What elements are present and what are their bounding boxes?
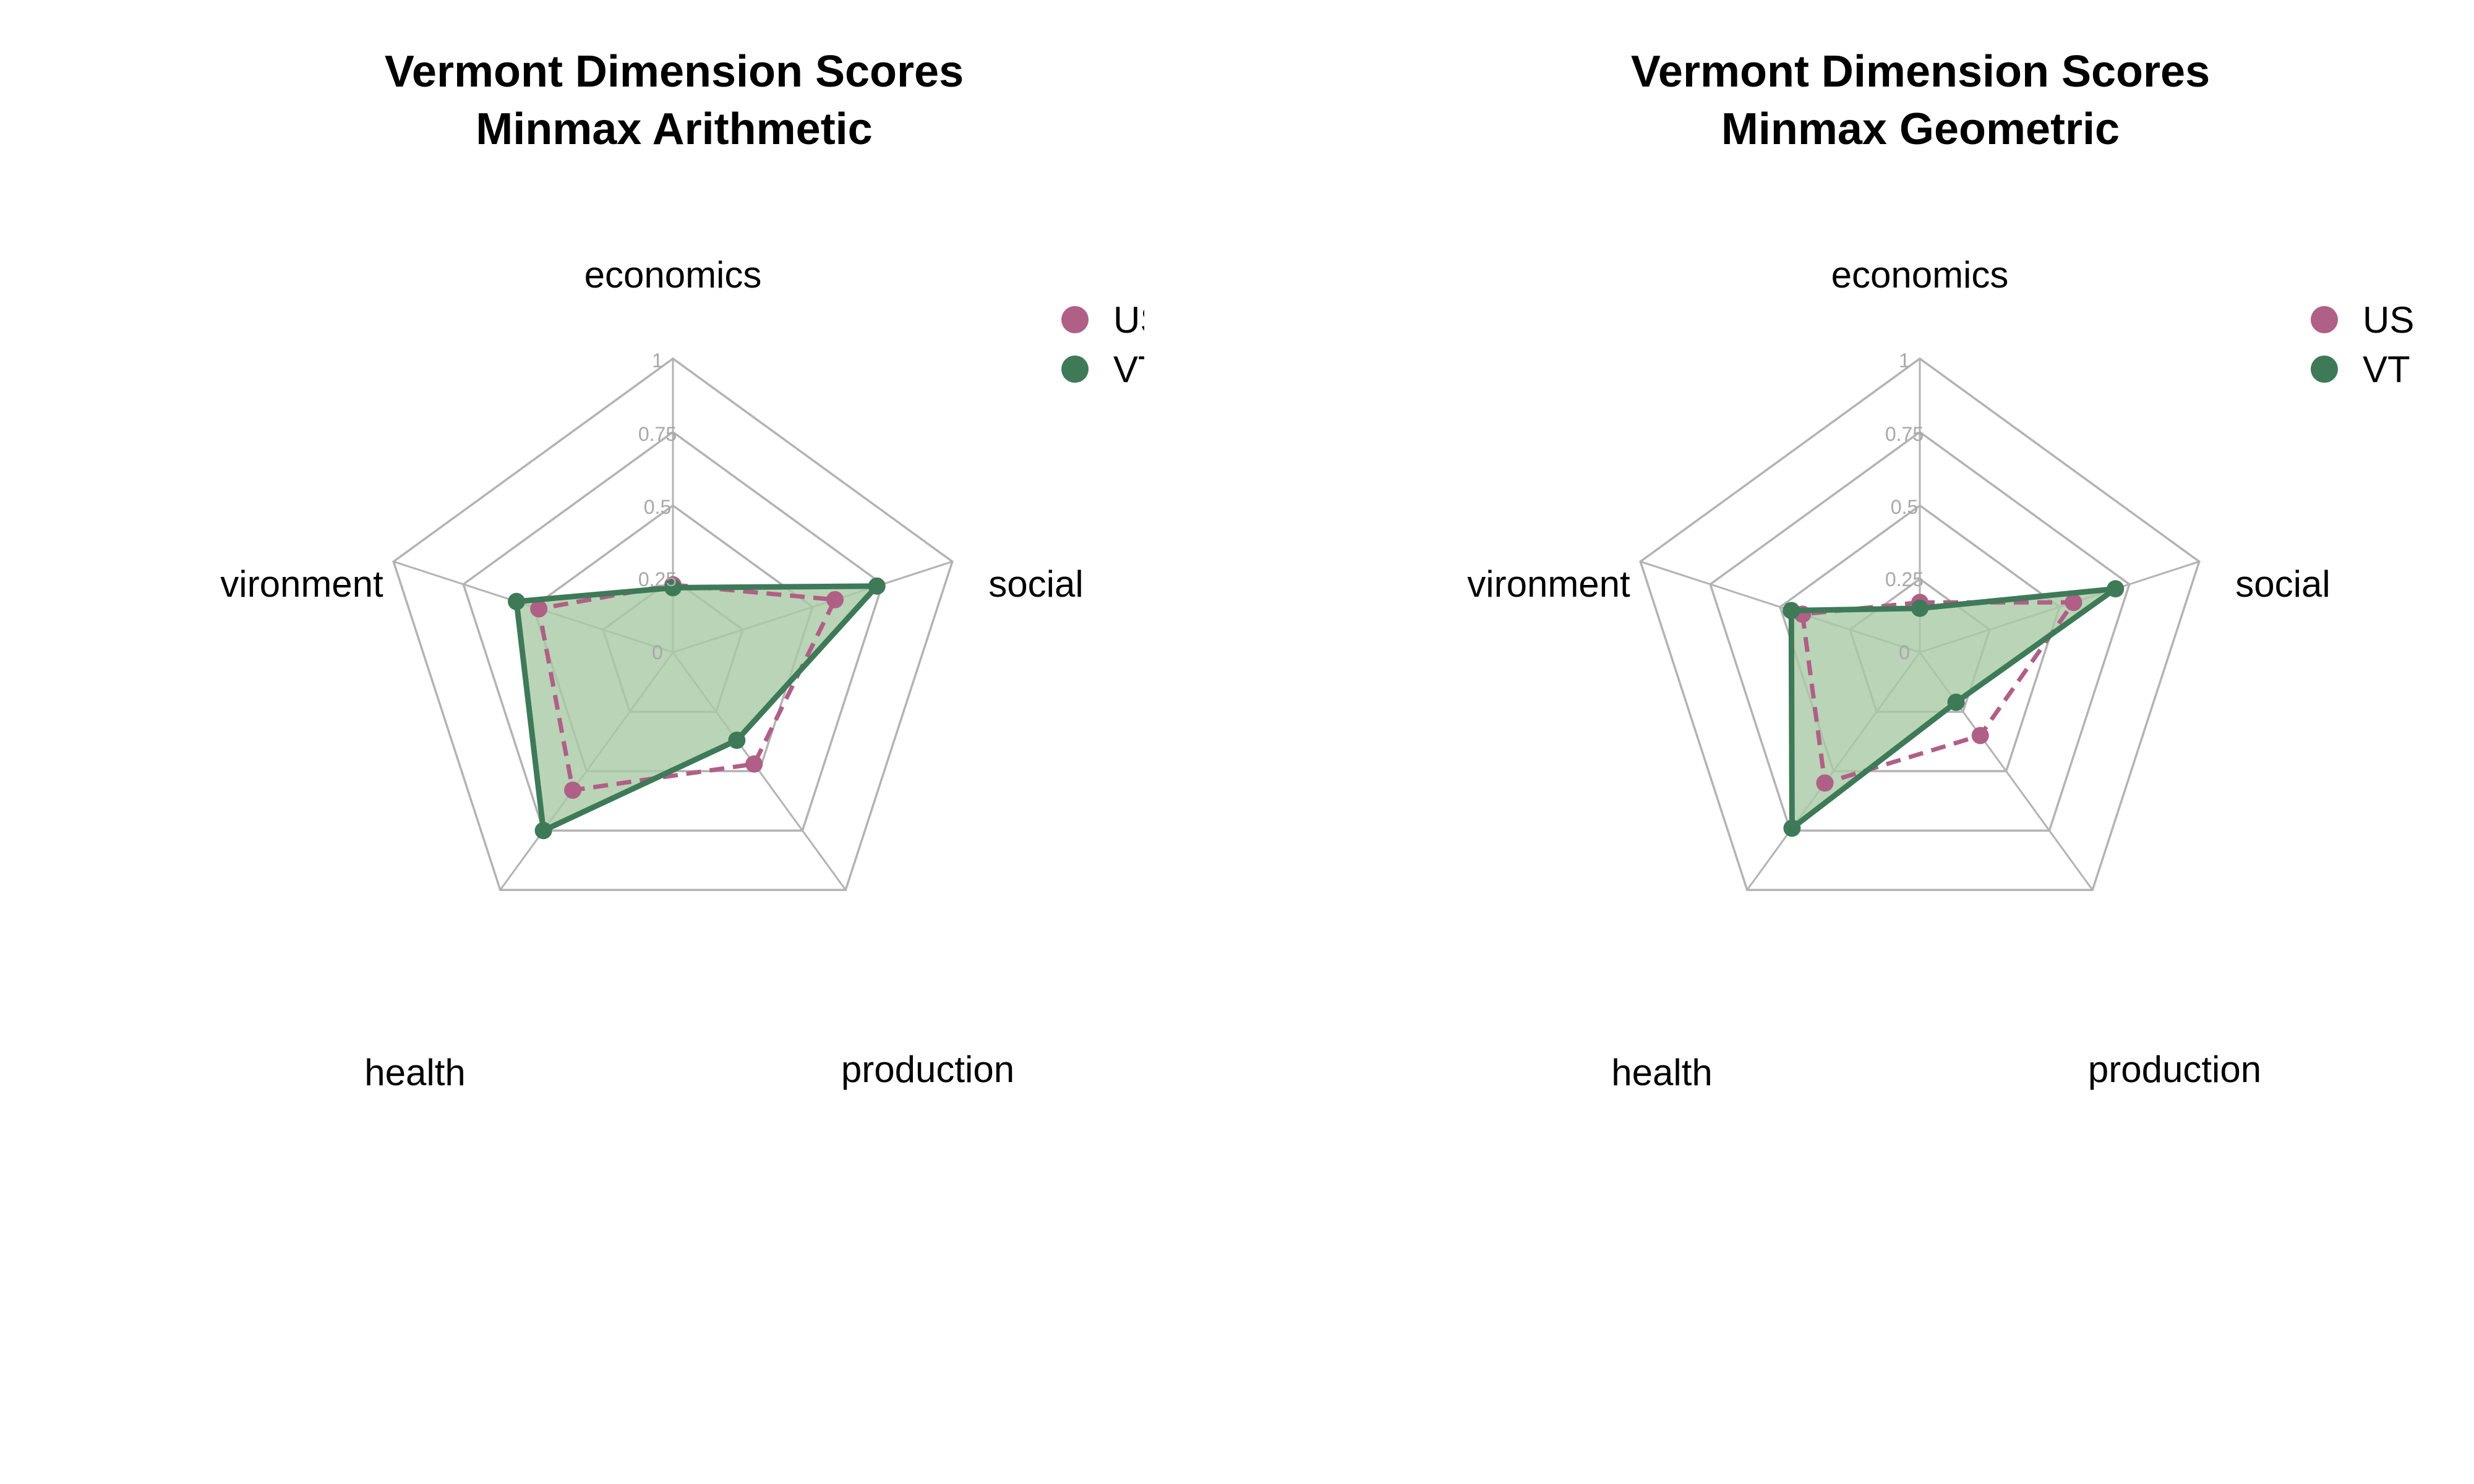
radar-plot-area: 0 0.25 0.5 0.75 1 economics social production he… xyxy=(220,254,1165,1093)
point-vt-economics xyxy=(1911,599,1928,617)
point-vt-social xyxy=(2107,580,2125,598)
tick-label: 0 xyxy=(1899,641,1910,663)
grid-ring-3 xyxy=(462,430,884,832)
legend: US VT xyxy=(1061,299,1165,390)
point-us-social xyxy=(2065,594,2082,612)
chart-title: Vermont Dimension Scores xyxy=(385,47,964,96)
legend-key-us xyxy=(1061,306,1089,333)
legend-label-us: US xyxy=(2363,299,2414,341)
tick-label: 0 xyxy=(652,641,663,663)
tick-label: 0.25 xyxy=(1885,568,1924,591)
axis-label-production: production xyxy=(2088,1049,2261,1090)
point-us-environment xyxy=(530,600,548,618)
radar-plot-area: 0 0.25 0.5 0.75 1 economics social production he… xyxy=(1467,254,2414,1093)
point-us-production xyxy=(745,755,763,773)
chart-subtitle: Minmax Geometric xyxy=(1721,104,2120,154)
axis-label-environment: vironment xyxy=(1467,563,1630,605)
axis-label-social: social xyxy=(988,563,1083,605)
chart-subtitle: Minmax Arithmetic xyxy=(476,104,872,154)
point-vt-environment xyxy=(508,592,526,610)
series-area-vt xyxy=(516,586,877,831)
chart-title: Vermont Dimension Scores xyxy=(1631,47,2210,96)
series-line-vt xyxy=(513,583,880,834)
legend-key-vt xyxy=(2311,356,2338,383)
grid-ring-3 xyxy=(1709,430,2131,832)
radar-chart-arithmetic: Vermont Dimension Scores Minmax Arithmet… xyxy=(220,47,1165,1093)
point-vt-production xyxy=(1947,693,1965,711)
axis-label-health: health xyxy=(1611,1052,1712,1093)
axis-label-economics: economics xyxy=(1831,254,2009,296)
series-line-vt xyxy=(1788,586,2118,831)
tick-label: 0.25 xyxy=(638,568,677,591)
point-us-health xyxy=(1816,774,1834,792)
axis-label-production: production xyxy=(841,1049,1014,1090)
legend: US VT xyxy=(2311,299,2414,390)
grid-ring-4 xyxy=(1639,357,2201,892)
axis-label-social: social xyxy=(2235,563,2330,605)
point-vt-economics xyxy=(664,579,682,597)
series-area-vt xyxy=(1791,589,2116,829)
tick-label: 1 xyxy=(1899,349,1910,372)
point-vt-environment xyxy=(1783,602,1800,620)
axis-label-health: health xyxy=(364,1052,465,1093)
legend-key-vt xyxy=(1061,356,1089,383)
point-vt-health xyxy=(534,822,552,840)
legend-label-vt: VT xyxy=(2363,349,2410,390)
point-vt-health xyxy=(1783,819,1801,837)
legend-key-us xyxy=(2311,306,2338,333)
radar-chart-geometric: Vermont Dimension Scores Minmax Geometri… xyxy=(1467,47,2414,1093)
grid-ring-4 xyxy=(392,357,954,892)
tick-label: 0.75 xyxy=(638,423,677,445)
point-us-health xyxy=(564,781,582,799)
tick-label: 0.5 xyxy=(1891,496,1918,518)
point-us-social xyxy=(826,591,844,608)
point-us-production xyxy=(1971,727,1989,744)
point-vt-production xyxy=(728,731,746,749)
grid-ring-2 xyxy=(1779,504,2061,772)
point-vt-social xyxy=(868,577,886,595)
axis-label-economics: economics xyxy=(584,254,762,296)
tick-label: 0.5 xyxy=(644,496,671,518)
legend-label-vt: VT xyxy=(1113,349,1161,390)
tick-label: 0.75 xyxy=(1885,423,1924,445)
axis-label-environment: vironment xyxy=(220,563,383,605)
legend-label-us: US xyxy=(1113,299,1165,341)
tick-label: 1 xyxy=(652,349,663,372)
